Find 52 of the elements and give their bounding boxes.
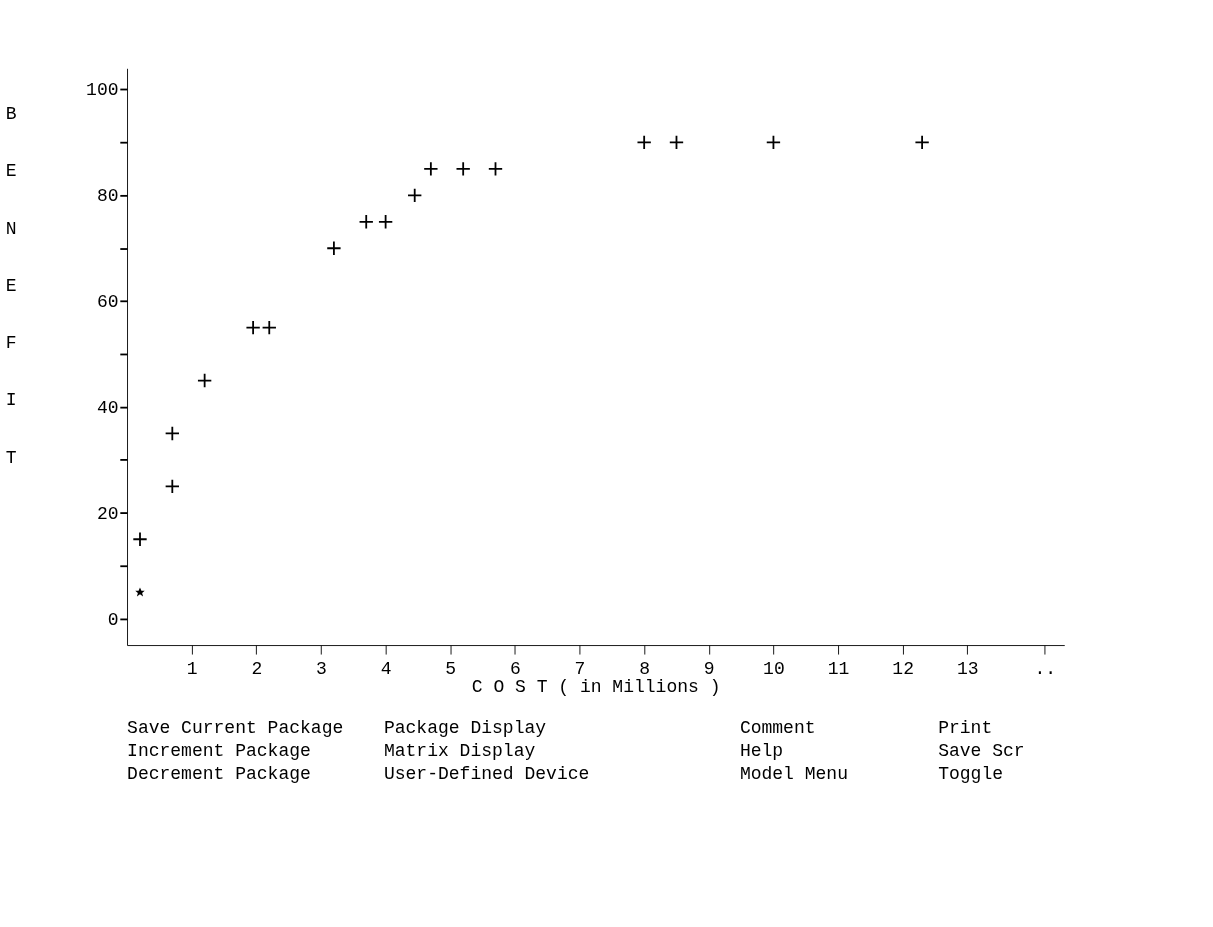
point: [358, 214, 374, 230]
text: Print: [938, 717, 993, 738]
y-tick-label: 20: [96, 503, 119, 524]
point: [164, 425, 180, 442]
y-tick-label: 100: [86, 80, 119, 101]
text: Save Current Package: [127, 717, 344, 738]
text: Help: [739, 740, 784, 761]
text: Comment: [739, 717, 816, 738]
x-tick-label: 3: [316, 659, 327, 680]
text: Decrement Package: [127, 764, 311, 785]
text: Toggle: [938, 764, 1004, 785]
x-tick-label: 11: [827, 659, 850, 680]
x-tick-label: 1: [186, 659, 198, 680]
point: [197, 372, 213, 389]
x-tick-label: 7: [574, 659, 586, 680]
text: Save Scr: [938, 740, 1025, 761]
x-tick-label: 13: [956, 659, 979, 680]
text: BENEFIT: [5, 104, 17, 468]
point: [261, 320, 277, 336]
text: Matrix Display: [383, 740, 536, 761]
point: [135, 587, 145, 597]
point: [487, 161, 504, 177]
point: [636, 134, 652, 150]
x-tick-label: 8: [639, 659, 651, 680]
text: Increment Package: [127, 740, 311, 761]
y-tick-label: 40: [96, 397, 119, 418]
x-tick-label: 12: [892, 659, 914, 680]
point: [164, 478, 180, 494]
x-axis-title: C O S T ( in Millions ): [471, 677, 721, 698]
point: [423, 161, 439, 177]
point: [245, 320, 261, 336]
point: [407, 187, 423, 203]
x-tick-label: 10: [763, 659, 785, 680]
x-tick-label: ..: [1034, 659, 1057, 680]
y-tick-label: 60: [96, 292, 119, 313]
text: Package Display: [383, 717, 547, 738]
y-tick-label: 80: [96, 186, 119, 207]
text: Model Menu: [739, 764, 848, 785]
point: [132, 531, 148, 547]
point: [326, 240, 342, 256]
x-tick-label: 2: [251, 659, 263, 680]
text: User-Defined Device: [383, 764, 590, 785]
point: [765, 134, 782, 150]
point: [914, 134, 930, 150]
x-tick-label: 5: [445, 659, 457, 680]
x-tick-label: 6: [509, 659, 521, 680]
x-tick-label: 9: [703, 659, 715, 680]
point: [455, 161, 471, 177]
x-tick-label: 4: [380, 659, 392, 680]
point: [378, 214, 394, 230]
point: [668, 134, 685, 150]
y-tick-label: 0: [107, 609, 119, 630]
